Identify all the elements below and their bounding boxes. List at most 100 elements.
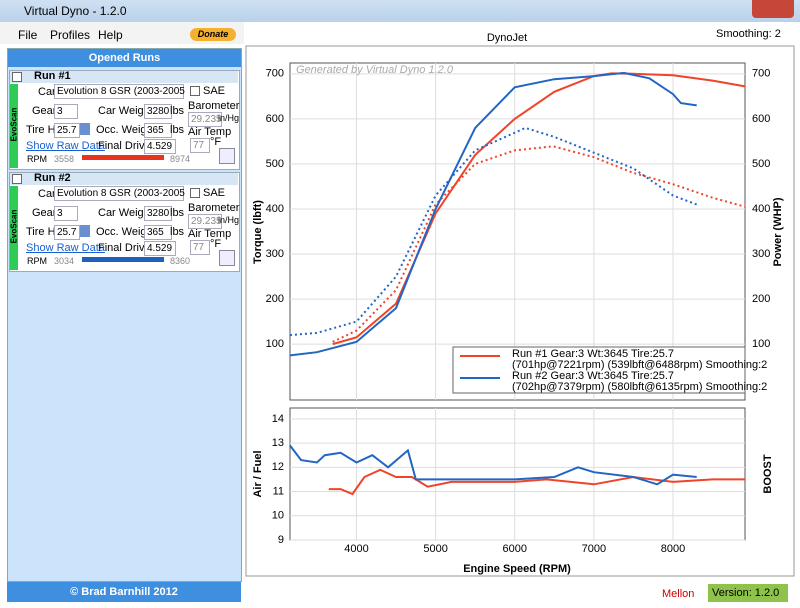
y2-tick-label: 300 (752, 248, 770, 260)
label: RPM (27, 154, 47, 164)
toolbar-smoothing[interactable]: Smoothing: 2 (716, 28, 781, 40)
label: °F (210, 136, 222, 148)
input[interactable]: 3280 (144, 104, 172, 119)
label: °F (210, 238, 222, 250)
data-line (289, 126, 698, 337)
y-tick-label: 700 (266, 68, 284, 80)
rpm-slider[interactable] (82, 155, 164, 160)
graph-icon[interactable] (219, 250, 235, 266)
x-tick-label: 4000 (344, 543, 368, 555)
input[interactable]: 29.235 (188, 112, 222, 127)
input[interactable]: 365 (144, 225, 172, 240)
window-title: Virtual Dyno - 1.2.0 (24, 4, 127, 18)
run-name: Run #2 (34, 172, 71, 184)
checkbox[interactable] (12, 72, 22, 82)
menu-bar (0, 22, 244, 44)
graph-icon[interactable] (219, 148, 235, 164)
y-tick-label: 12 (272, 461, 284, 473)
rpm-max: 8974 (170, 154, 191, 164)
car-select[interactable]: Evolution 8 GSR (2003-2005 (54, 84, 185, 99)
y2-tick-label: 400 (752, 203, 770, 215)
rpm-min: 3558 (54, 154, 75, 164)
y2-axis-title: BOOST (762, 454, 774, 493)
legend (452, 346, 746, 394)
y-tick-label: 300 (266, 248, 284, 260)
label: Barometer (188, 100, 240, 112)
x-tick-label: 5000 (423, 543, 447, 555)
label: lbs (170, 226, 185, 238)
raw-link[interactable]: Show Raw Data (26, 140, 105, 152)
y-tick-label: 500 (266, 158, 284, 170)
panel-header: Opened Runs (8, 49, 241, 67)
y-tick-label: 400 (266, 203, 284, 215)
menu-item[interactable]: Help (98, 28, 123, 42)
menu-item[interactable]: File (18, 28, 38, 42)
checkbox[interactable] (190, 188, 200, 198)
chart-frame (245, 45, 795, 577)
label: Occ. Weight (96, 226, 156, 238)
rpm-min: 3034 (54, 256, 75, 266)
gear-select[interactable]: 3 (54, 104, 78, 119)
label: Car Weight (98, 105, 153, 117)
label: Air Temp (188, 228, 232, 240)
car-select[interactable]: Evolution 8 GSR (2003-2005 (54, 186, 185, 201)
menu-item[interactable]: Profiles (50, 28, 91, 42)
donate-button[interactable]: Donate (190, 28, 236, 41)
y-tick-label: 200 (266, 293, 284, 305)
label: Final Drive (98, 242, 151, 254)
plot-area (289, 62, 746, 401)
gear-select[interactable]: 3 (54, 206, 78, 221)
y-tick-label: 13 (272, 437, 284, 449)
input[interactable]: 77 (190, 138, 210, 153)
footer: © Brad Barnhill 2012 (7, 582, 241, 602)
label: lbs (170, 124, 185, 136)
y-axis-title: Torque (lbft) (252, 200, 264, 264)
x-axis-title: Engine Speed (RPM) (463, 563, 571, 575)
x-tick-label: 7000 (582, 543, 606, 555)
status-version[interactable]: Version: 1.2.0 (708, 584, 788, 602)
input[interactable]: 3280 (144, 206, 172, 221)
label: Car Weight (98, 207, 153, 219)
data-line (328, 468, 745, 496)
label: Occ. Weight (96, 124, 156, 136)
input[interactable]: 29.235 (188, 214, 222, 229)
rpm-max: 8360 (170, 256, 191, 266)
y2-tick-label: 600 (752, 113, 770, 125)
input[interactable]: 25.7 (54, 123, 80, 138)
icon (80, 225, 90, 237)
legend-detail: (702hp@7379rpm) (580lbft@6135rpm) Smooth… (512, 381, 767, 393)
label: Gear (32, 207, 57, 219)
checkbox[interactable] (190, 86, 200, 96)
run-header (10, 71, 238, 83)
input[interactable]: 4.529 (144, 241, 176, 256)
plot-area (289, 407, 746, 541)
run-name: Run #1 (34, 70, 71, 82)
input[interactable]: 25.7 (54, 225, 80, 240)
close-button[interactable] (752, 0, 794, 18)
legend-detail: (701hp@7221rpm) (539lbft@6488rpm) Smooth… (512, 359, 767, 371)
label: SAE (203, 187, 226, 199)
legend-label: Run #2 Gear:3 Wt:3645 Tire:25.7 (512, 370, 674, 382)
source-strip (10, 186, 18, 270)
status-user[interactable]: Mellon (662, 588, 695, 600)
checkbox[interactable] (12, 174, 22, 184)
raw-link[interactable]: Show Raw Data (26, 242, 105, 254)
input[interactable]: 77 (190, 240, 210, 255)
input[interactable]: 365 (144, 123, 172, 138)
label: Car (38, 188, 56, 200)
label: Air Temp (188, 126, 232, 138)
y2-tick-label: 100 (752, 338, 770, 350)
y-tick-label: 9 (278, 534, 284, 546)
label: Barometer (188, 202, 240, 214)
input[interactable]: 4.529 (144, 139, 176, 154)
y-axis-title: Air / Fuel (252, 450, 264, 497)
label: lbs (170, 207, 185, 219)
rpm-slider[interactable] (82, 257, 164, 262)
y2-axis-title: Power (WHP) (772, 197, 784, 266)
icon (80, 123, 90, 135)
label: RPM (27, 256, 47, 266)
source-label: EvoScan (9, 209, 19, 244)
legend-label: Run #1 Gear:3 Wt:3645 Tire:25.7 (512, 348, 674, 360)
source-label: EvoScan (9, 107, 19, 142)
label: lbs (170, 105, 185, 117)
